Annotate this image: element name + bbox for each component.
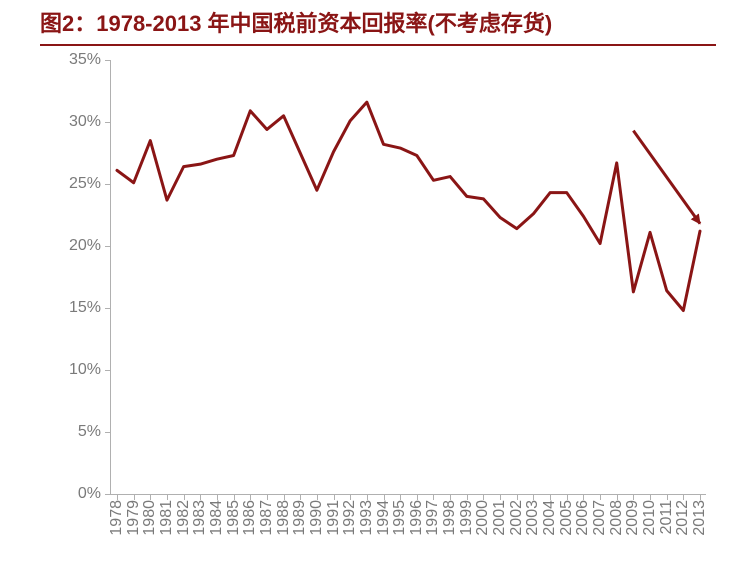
y-tick-label: 35% [69,51,111,69]
x-tick-label: 1986 [241,500,259,536]
x-tick-label: 1995 [391,500,409,536]
x-tick-label: 1980 [141,500,159,536]
figure-container: 图2：1978-2013 年中国税前资本回报率(不考虑存货) 0%5%10%15… [0,0,756,575]
x-tick-label: 2008 [608,500,626,536]
line-chart-svg [111,60,706,494]
y-tick-label: 15% [69,299,111,317]
y-tick-label: 25% [69,175,111,193]
x-tick-label: 2000 [474,500,492,536]
x-tick-label: 1998 [441,500,459,536]
chart-title: 图2：1978-2013 年中国税前资本回报率(不考虑存货) [40,11,552,36]
x-tick-label: 2006 [574,500,592,536]
x-tick-label: 2013 [691,500,709,536]
y-tick-label: 5% [78,423,111,441]
x-tick-label: 2003 [524,500,542,536]
x-tick-label: 2011 [658,500,676,534]
x-tick-label: 1994 [375,500,393,536]
trend-arrow [633,131,700,224]
x-tick-label: 1992 [341,500,359,536]
x-tick-label: 2010 [641,500,659,536]
y-tick-label: 30% [69,113,111,131]
x-tick-label: 1990 [308,500,326,536]
plot-area: 0%5%10%15%20%25%30%35%197819791980198119… [110,60,706,495]
x-tick-label: 2001 [491,500,509,536]
x-tick-label: 1993 [358,500,376,536]
x-tick-label: 1984 [208,500,226,536]
x-tick-label: 2012 [674,500,692,536]
x-tick-label: 1991 [325,500,343,536]
x-tick-label: 1978 [108,500,126,536]
y-tick-label: 10% [69,361,111,379]
y-tick-label: 20% [69,237,111,255]
data-line [117,102,700,310]
x-tick-label: 2007 [591,500,609,536]
x-tick-label: 2004 [541,500,559,536]
y-tick-label: 0% [78,485,111,503]
x-tick-label: 1989 [291,500,309,536]
x-tick-label: 2009 [624,500,642,536]
x-tick-label: 1985 [225,500,243,536]
x-tick-label: 1981 [158,500,176,536]
chart-title-bar: 图2：1978-2013 年中国税前资本回报率(不考虑存货) [40,6,716,46]
x-tick-label: 1979 [125,500,143,536]
x-tick-label: 1988 [275,500,293,536]
x-tick-label: 1983 [191,500,209,536]
x-tick-label: 1997 [424,500,442,536]
plot-wrap: 0%5%10%15%20%25%30%35%197819791980198119… [40,50,716,555]
x-tick-label: 1987 [258,500,276,536]
x-tick-label: 1982 [175,500,193,536]
